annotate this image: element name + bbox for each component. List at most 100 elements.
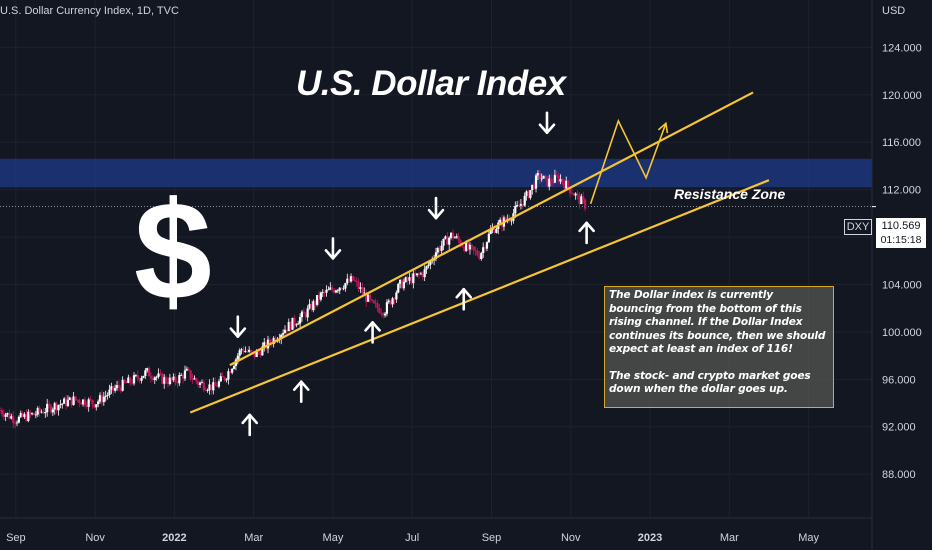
candle-body bbox=[104, 395, 107, 397]
candle-body bbox=[119, 387, 122, 391]
candle-body bbox=[27, 411, 30, 421]
candle-body bbox=[423, 269, 426, 278]
candle-body bbox=[382, 313, 385, 316]
candle-body bbox=[81, 399, 85, 405]
candle-body bbox=[331, 287, 334, 290]
candle-body bbox=[463, 246, 466, 251]
candle-body bbox=[181, 375, 185, 379]
candle-body bbox=[32, 413, 36, 415]
candle-body bbox=[178, 375, 181, 384]
candle-body bbox=[319, 292, 322, 300]
candle-body bbox=[10, 416, 13, 419]
candle-body bbox=[110, 386, 113, 390]
down-arrow-icon bbox=[229, 315, 247, 338]
candle-body bbox=[370, 299, 373, 301]
arrow-head bbox=[455, 287, 473, 299]
candle-body bbox=[85, 405, 88, 407]
chart-symbol-title[interactable]: U.S. Dollar Currency Index, 1D, TVC bbox=[0, 5, 179, 17]
candle-body bbox=[64, 398, 68, 406]
candle-body bbox=[70, 397, 73, 405]
candle-body bbox=[300, 311, 304, 318]
candle-body bbox=[395, 292, 398, 300]
candle-body bbox=[12, 416, 15, 423]
candle-body bbox=[440, 245, 443, 251]
candle-body bbox=[157, 373, 160, 377]
candle-body bbox=[87, 399, 90, 407]
note-paragraph-1: The Dollar index is currently bouncing f… bbox=[609, 289, 826, 355]
candle-body bbox=[215, 385, 219, 387]
candle-body bbox=[170, 377, 173, 381]
y-tick-label: 112.000 bbox=[882, 185, 921, 197]
candle-body bbox=[510, 220, 513, 222]
candle-body bbox=[217, 381, 221, 387]
candle-body bbox=[272, 337, 275, 345]
candle-body bbox=[576, 193, 579, 195]
candle-body bbox=[310, 303, 313, 311]
candle-body bbox=[568, 187, 572, 194]
candle-body bbox=[153, 377, 156, 381]
candle-body bbox=[470, 244, 473, 247]
candle-body bbox=[93, 404, 96, 408]
symbol-tag: DXY bbox=[844, 219, 872, 235]
down-arrow-icon bbox=[324, 237, 342, 260]
drawings-layer bbox=[189, 91, 770, 437]
candle-body bbox=[366, 294, 370, 302]
candle-body bbox=[321, 292, 324, 293]
candle-body bbox=[472, 246, 475, 251]
candle-body bbox=[125, 382, 128, 384]
x-tick-label: Nov bbox=[85, 532, 105, 544]
candle-body bbox=[168, 377, 171, 385]
candle-body bbox=[412, 273, 415, 284]
candle-body bbox=[287, 321, 290, 332]
candle-body bbox=[225, 379, 228, 381]
candle-body bbox=[584, 199, 587, 209]
candle-body bbox=[17, 416, 20, 423]
candle-body bbox=[6, 412, 9, 415]
candle-body bbox=[19, 412, 22, 417]
candle-body bbox=[15, 422, 19, 424]
candle-body bbox=[449, 232, 453, 238]
x-tick-label: Mar bbox=[720, 532, 739, 544]
candle-body bbox=[533, 184, 536, 189]
candle-body bbox=[0, 410, 3, 414]
x-tick-label: 2023 bbox=[638, 532, 662, 544]
candle-body bbox=[457, 236, 460, 241]
candle-body bbox=[36, 407, 39, 415]
candle-body bbox=[244, 351, 247, 353]
up-arrow-icon bbox=[578, 221, 595, 245]
candle-body bbox=[572, 193, 575, 196]
candle-body bbox=[51, 409, 54, 413]
candle-body bbox=[297, 323, 300, 325]
projection-arrowhead bbox=[657, 121, 669, 134]
arrow-head bbox=[364, 321, 381, 332]
annotation-title: U.S. Dollar Index bbox=[296, 64, 566, 103]
candle-body bbox=[557, 176, 560, 182]
candle-body bbox=[480, 252, 483, 260]
candle-body bbox=[410, 277, 413, 284]
candle-body bbox=[302, 311, 305, 314]
candle-body bbox=[295, 324, 298, 326]
candle-body bbox=[159, 373, 162, 375]
candle-body bbox=[180, 375, 183, 376]
y-tick-label: 124.000 bbox=[882, 42, 922, 54]
candle-body bbox=[406, 277, 409, 281]
arrow-head bbox=[229, 327, 247, 338]
candle-body bbox=[274, 337, 277, 342]
candle-body bbox=[359, 287, 362, 289]
candle-body bbox=[368, 294, 372, 300]
up-arrow-icon bbox=[241, 413, 259, 437]
candle-body bbox=[66, 399, 70, 406]
x-tick-label: Nov bbox=[561, 532, 581, 544]
candle-body bbox=[232, 365, 236, 369]
candle-body bbox=[187, 368, 190, 371]
y-tick-label: 96.000 bbox=[882, 374, 916, 386]
currency-label[interactable]: USD bbox=[882, 5, 906, 17]
candle-body bbox=[138, 378, 141, 381]
candle-body bbox=[259, 351, 262, 356]
note-paragraph-2: The stock- and crypto market goes down w… bbox=[609, 369, 811, 396]
candle-body bbox=[212, 382, 215, 391]
candle-body bbox=[0, 410, 2, 411]
x-tick-label: Sep bbox=[6, 532, 26, 544]
candle-body bbox=[391, 298, 394, 305]
